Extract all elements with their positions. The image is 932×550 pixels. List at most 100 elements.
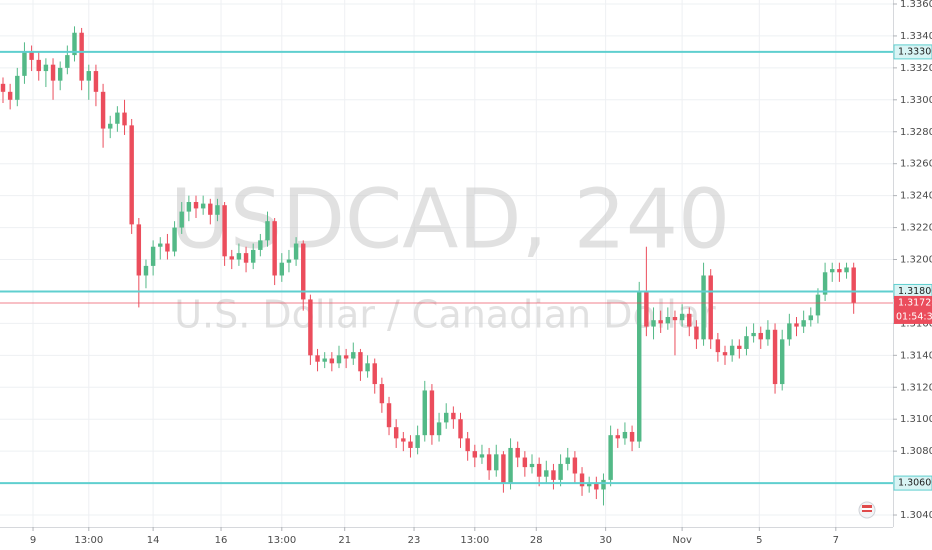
candle-body	[393, 427, 399, 439]
candle-body	[351, 352, 356, 359]
grid	[0, 0, 893, 527]
candle-body	[837, 269, 842, 273]
candle-body	[258, 240, 263, 250]
candle-body	[651, 320, 656, 327]
level-label: 1.31800	[898, 286, 932, 297]
candle-body	[815, 294, 821, 316]
watermark-subtitle: U.S. Dollar / Canadian Dollar	[174, 293, 716, 337]
candle-body	[744, 336, 749, 349]
y-tick-label: 1.32800	[900, 127, 932, 138]
candle-body	[222, 205, 227, 257]
candle-body	[365, 363, 370, 372]
y-tick-label: 1.30400	[900, 510, 932, 521]
candle-body	[243, 253, 249, 263]
candle-body	[215, 205, 220, 215]
candle-body	[787, 323, 792, 340]
candle-body	[844, 267, 849, 273]
x-tick-label: 21	[338, 535, 351, 546]
candle-body	[687, 313, 692, 327]
candle-body	[408, 441, 413, 448]
candle-body	[830, 269, 835, 273]
candle-body	[372, 363, 377, 385]
candle-body	[108, 123, 113, 129]
y-tick-label: 1.31400	[900, 350, 932, 361]
level-label-box	[893, 475, 932, 491]
candle-body	[737, 345, 742, 349]
candle-body	[322, 358, 327, 362]
candle-body	[93, 71, 99, 92]
axes: 1.33600 1.33400 1.33200 1.33000 1.32800 1.326…	[30, 0, 932, 546]
candle-body	[801, 320, 806, 327]
candle-body	[100, 91, 106, 129]
candle-body	[851, 267, 856, 303]
candle-body	[822, 272, 828, 295]
x-tick-label: 28	[530, 535, 543, 546]
candle-body	[336, 355, 342, 364]
candle-body	[436, 422, 442, 436]
watermark-title: USDCAD, 240	[170, 172, 730, 267]
flag-icon[interactable]	[858, 501, 876, 519]
candle-body	[329, 358, 335, 364]
level-label-box	[893, 44, 932, 60]
candle-body	[808, 315, 814, 321]
candle-body	[465, 438, 470, 452]
x-tick-label: 9	[30, 535, 36, 546]
candle-body	[615, 435, 620, 439]
candle-body	[522, 457, 528, 468]
candle-body	[122, 112, 127, 126]
candle-body	[22, 51, 27, 76]
y-tick-label: 1.31000	[900, 414, 932, 425]
x-tick-label: 5	[756, 535, 762, 546]
candle-body	[315, 355, 320, 362]
candle-body	[551, 470, 556, 480]
candle-body	[536, 463, 542, 477]
candle-body	[43, 64, 49, 72]
candle-body	[229, 256, 234, 260]
candle-body	[286, 259, 292, 263]
candle-body	[136, 224, 142, 276]
candle-body	[494, 454, 499, 471]
y-tick-label: 1.32400	[900, 191, 932, 202]
candle-body	[343, 355, 349, 359]
candle-body	[722, 352, 728, 356]
candle-body	[50, 64, 56, 81]
candle-body	[458, 419, 463, 439]
candle-body	[594, 483, 599, 490]
y-tick-label: 1.32000	[900, 255, 932, 266]
candle-body	[422, 390, 427, 436]
candles	[0, 26, 856, 506]
candle-body	[501, 454, 506, 484]
candle-body	[665, 316, 671, 324]
candle-body	[72, 32, 77, 56]
x-tick-label: 30	[599, 535, 612, 546]
candle-body	[193, 202, 199, 209]
candle-body	[701, 275, 706, 340]
candle-body	[379, 384, 385, 404]
candle-body	[115, 112, 120, 124]
candle-body	[272, 221, 277, 276]
x-tick-label: 13:00	[74, 535, 103, 546]
candle-body	[165, 243, 170, 252]
candle-body	[608, 435, 613, 480]
candle-body	[415, 435, 420, 448]
candle-body	[443, 412, 449, 423]
y-tick-label: 1.30800	[900, 446, 932, 457]
candle-body	[601, 479, 606, 490]
candle-body	[265, 221, 270, 241]
x-tick-label: 13:00	[267, 535, 296, 546]
candle-body	[401, 438, 406, 442]
candle-body	[0, 83, 6, 92]
candle-body	[386, 403, 392, 428]
candle-body	[250, 249, 256, 263]
candle-body	[451, 412, 456, 420]
y-tick-label: 1.32600	[900, 159, 932, 170]
candle-body	[586, 483, 592, 487]
candle-body	[79, 32, 84, 81]
candle-body	[715, 339, 721, 353]
candle-body	[529, 463, 535, 468]
candle-body	[301, 243, 306, 300]
overlays	[0, 50, 893, 485]
candle-body	[472, 451, 478, 458]
